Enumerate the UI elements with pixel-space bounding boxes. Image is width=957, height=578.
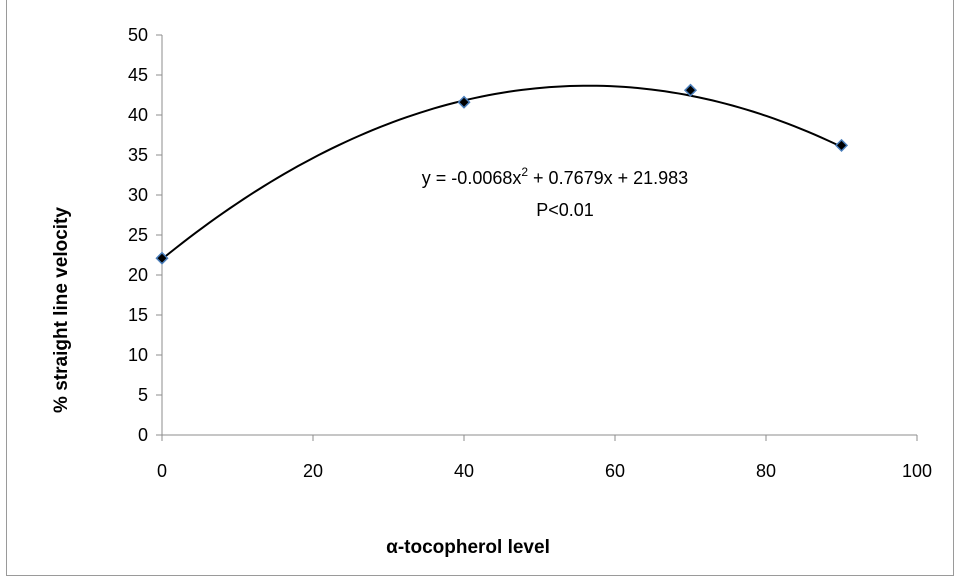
x-tick-label: 20 bbox=[303, 461, 323, 481]
trendline-equation: y = -0.0068x2 + 0.7679x + 21.983 bbox=[422, 165, 688, 188]
data-point bbox=[457, 95, 471, 109]
y-tick-label: 15 bbox=[128, 305, 148, 325]
data-points bbox=[155, 83, 849, 265]
y-tick-label: 45 bbox=[128, 65, 148, 85]
y-tick-label: 50 bbox=[128, 25, 148, 45]
x-tick-label: 60 bbox=[605, 461, 625, 481]
data-point bbox=[683, 83, 698, 97]
data-point bbox=[155, 251, 169, 265]
y-tick-label: 10 bbox=[128, 345, 148, 365]
tick-labels: 0 5 10 15 20 25 30 35 40 45 50 0 20 40 60 80 100 bbox=[128, 25, 932, 481]
y-tick-label: 25 bbox=[128, 225, 148, 245]
y-tick-label: 35 bbox=[128, 145, 148, 165]
data-point bbox=[834, 138, 849, 152]
x-tick-label: 0 bbox=[157, 461, 167, 481]
y-tick-label: 20 bbox=[128, 265, 148, 285]
chart-frame bbox=[6, 0, 954, 576]
y-tick-label: 30 bbox=[128, 185, 148, 205]
y-tick-label: 5 bbox=[138, 385, 148, 405]
p-value-label: P<0.01 bbox=[536, 200, 594, 220]
trendline bbox=[161, 84, 842, 260]
y-axis-title: % straight line velocity bbox=[51, 207, 72, 413]
axes bbox=[156, 34, 918, 441]
y-tick-label: 0 bbox=[138, 425, 148, 445]
x-tick-label: 40 bbox=[454, 461, 474, 481]
x-axis-title: α-tocopherol level bbox=[386, 537, 550, 558]
y-tick-label: 40 bbox=[128, 105, 148, 125]
x-tick-label: 100 bbox=[902, 461, 932, 481]
x-tick-label: 80 bbox=[756, 461, 776, 481]
